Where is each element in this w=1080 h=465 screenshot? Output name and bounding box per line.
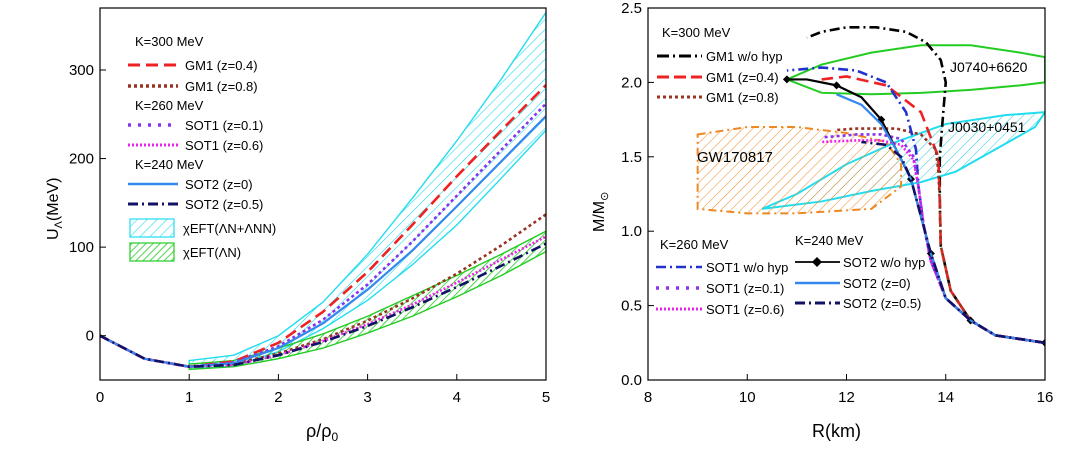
legend-label-sot2-z05: SOT2 (z=0.5) xyxy=(185,197,263,212)
right-x-tick-label: 10 xyxy=(739,389,756,406)
legend-label-band-lnn: χEFT(ΛN+ΛNN) xyxy=(183,221,276,236)
r-legend-header-k260: K=260 MeV xyxy=(660,237,729,252)
right-x-axis-label: R(km) xyxy=(812,421,861,441)
right-y-tick-label: 0.5 xyxy=(621,298,642,315)
left-series xyxy=(100,84,546,369)
left-y-tick-label: 200 xyxy=(69,151,94,168)
left-x-axis-label: ρ/ρ0 xyxy=(306,421,338,444)
right-legend-bottom-left: K=260 MeV SOT1 w/o hyp SOT1 (z=0.1) SOT1… xyxy=(656,237,788,317)
left-x-tick-label: 4 xyxy=(453,389,461,406)
right-chart: 8 10 12 14 16 0.0 0.5 1.0 1.5 2.0 2.5 R(km) M/M⊙ J… xyxy=(591,0,1053,441)
right-y-tick-label: 0.0 xyxy=(621,372,642,389)
right-marker-sot2-w-o-hyp xyxy=(782,75,791,84)
legend-label-gm1-z04: GM1 (z=0.4) xyxy=(185,58,258,73)
legend-label-sot1-z01: SOT1 (z=0.1) xyxy=(185,118,263,133)
right-y-tick-label: 1.5 xyxy=(621,149,642,166)
right-series-sot2-z-0-5 xyxy=(861,140,1045,345)
right-x-tick-label: 12 xyxy=(838,389,855,406)
left-series-sot2-z-0-5 xyxy=(100,242,546,369)
right-legend-top: K=300 MeV GM1 w/o hyp GM1 (z=0.4) GM1 (z… xyxy=(657,25,783,105)
right-y-tick-label: 2.0 xyxy=(621,74,642,91)
band-eft-n xyxy=(188,230,546,371)
legend-header-k260: K=260 MeV xyxy=(135,98,204,113)
region-label-j0740: J0740+6620 xyxy=(950,59,1028,75)
legend-label-gm1-z08: GM1 (z=0.8) xyxy=(185,79,258,94)
right-y-tick-label: 1.0 xyxy=(621,223,642,240)
left-x-tick-label: 5 xyxy=(542,389,550,406)
r-legend-marker-sot2-wohyp xyxy=(812,257,822,267)
left-bands xyxy=(188,11,546,371)
left-x-tick-label: 3 xyxy=(363,389,371,406)
right-series-gm1-w-o-hyp xyxy=(806,26,1045,345)
legend-label-sot2-z0: SOT2 (z=0) xyxy=(185,177,253,192)
left-chart: 0 1 2 3 4 5 0 100 200 300 ρ/ρ0 UΛ(MeV) K=300 MeV … xyxy=(45,7,550,444)
legend-label-band-ln: χEFT(ΛN) xyxy=(183,245,241,260)
left-x-tick-label: 1 xyxy=(185,389,193,406)
legend-swatch-band-ln xyxy=(129,242,175,262)
right-x-tick-label: 16 xyxy=(1037,389,1054,406)
right-legend-bottom-right: K=240 MeV SOT2 w/o hyp SOT2 (z=0) SOT2 (… xyxy=(795,233,925,311)
legend-swatch-band-lnn xyxy=(129,218,175,238)
region-j0740-6620 xyxy=(784,44,1045,96)
region-gw170817 xyxy=(696,126,903,215)
legend-label-sot1-z06: SOT1 (z=0.6) xyxy=(185,138,263,153)
left-y-axis-label: UΛ(MeV) xyxy=(45,178,65,240)
right-ticks: 8 10 12 14 16 0.0 0.5 1.0 1.5 2.0 2.5 xyxy=(621,0,1053,406)
r-legend-label-sot1-z01: SOT1 (z=0.1) xyxy=(706,281,784,296)
left-y-tick-label: 0 xyxy=(86,328,94,345)
region-label-gw170817: GW170817 xyxy=(697,149,773,166)
right-series xyxy=(782,26,1045,347)
r-legend-label-sot2-wohyp: SOT2 w/o hyp xyxy=(843,255,925,270)
left-x-tick-label: 2 xyxy=(274,389,282,406)
left-x-tick-label: 0 xyxy=(96,389,104,406)
right-y-axis-label: M/M⊙ xyxy=(591,192,611,232)
right-marker-sot2-w-o-hyp xyxy=(832,81,841,90)
right-x-tick-label: 14 xyxy=(937,389,954,406)
left-ticks: 0 1 2 3 4 5 0 100 200 300 xyxy=(69,62,550,406)
right-x-tick-label: 8 xyxy=(644,389,652,406)
left-y-tick-label: 100 xyxy=(69,239,94,256)
right-y-tick-label: 2.5 xyxy=(621,0,642,17)
legend-header-k240: K=240 MeV xyxy=(135,157,204,172)
legend-header-k300: K=300 MeV xyxy=(135,34,204,49)
right-series-sot1-z-0-6 xyxy=(821,139,1045,345)
r-legend-label-sot1-z06: SOT1 (z=0.6) xyxy=(706,302,784,317)
region-label-j0030: J0030+0451 xyxy=(948,119,1026,135)
left-y-tick-label: 300 xyxy=(69,62,94,79)
r-legend-label-sot2-z0: SOT2 (z=0) xyxy=(843,276,911,291)
r-legend-label-gm1-wohyp: GM1 w/o hyp xyxy=(706,49,783,64)
r-legend-label-gm1-z08: GM1 (z=0.8) xyxy=(706,90,779,105)
r-legend-label-sot2-z05: SOT2 (z=0.5) xyxy=(843,296,921,311)
r-legend-header-k300: K=300 MeV xyxy=(662,25,731,40)
right-regions xyxy=(696,44,1045,215)
r-legend-label-sot1-wohyp: SOT1 w/o hyp xyxy=(706,260,788,275)
r-legend-header-k240: K=240 MeV xyxy=(795,233,864,248)
left-legend: K=300 MeV GM1 (z=0.4) GM1 (z=0.8) K=260 … xyxy=(128,34,276,262)
left-plot-frame xyxy=(99,7,547,381)
r-legend-label-gm1-z04: GM1 (z=0.4) xyxy=(706,70,779,85)
